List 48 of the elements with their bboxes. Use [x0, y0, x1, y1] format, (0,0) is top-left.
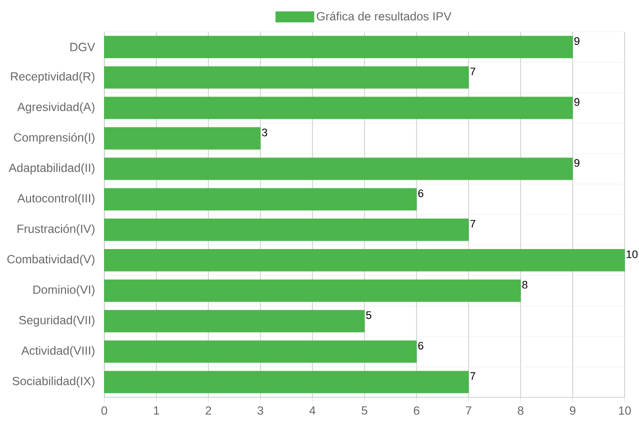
- bar: [104, 66, 469, 89]
- x-tick-label: 8: [518, 406, 524, 415]
- bar: [104, 340, 417, 363]
- data-label: 9: [574, 37, 580, 45]
- y-tick-label: Autocontrol(III): [17, 194, 94, 205]
- data-label: 7: [470, 68, 476, 76]
- x-tick-label: 2: [206, 406, 212, 415]
- y-tick-label: Receptividad(R): [11, 72, 94, 83]
- y-tick-label: Comprensión(I): [14, 132, 94, 144]
- data-label: 7: [470, 372, 476, 380]
- x-tick-label: 6: [414, 406, 420, 415]
- x-tick-label: 9: [570, 406, 576, 415]
- bar: [104, 36, 573, 58]
- data-label: 3: [262, 128, 268, 136]
- data-label: 5: [366, 311, 372, 319]
- x-tick-label: 5: [362, 406, 368, 415]
- y-tick-label: Actividad(VIII): [21, 346, 94, 358]
- x-tick-label: 7: [466, 406, 472, 415]
- bar: [104, 249, 625, 272]
- bar: [104, 96, 573, 120]
- data-label: 7: [470, 220, 476, 228]
- data-label: 6: [418, 190, 424, 198]
- bar: [104, 127, 261, 150]
- data-label: 8: [522, 280, 528, 289]
- y-tick-label: Dominio(VI): [33, 285, 94, 296]
- bar: [104, 188, 417, 210]
- x-tick-label: 3: [258, 406, 264, 415]
- y-tick-label: Sociabilidad(IX): [12, 376, 94, 388]
- y-tick-label: Adaptabilidad(II): [8, 163, 94, 174]
- legend-label: Gráfica de resultados IPV: [316, 12, 452, 20]
- bar: [104, 158, 573, 180]
- x-tick-label: 10: [619, 406, 631, 415]
- x-tick-label: 4: [309, 406, 316, 415]
- y-tick-label: Frustración(IV): [18, 224, 94, 236]
- data-label: 6: [418, 342, 424, 350]
- x-tick-label: 0: [101, 406, 108, 415]
- bar: [104, 370, 469, 394]
- bar: [104, 218, 469, 241]
- data-label: 9: [574, 159, 580, 167]
- bar: [104, 310, 365, 332]
- y-tick-label: Agresividad(A): [17, 102, 94, 114]
- data-label: 9: [574, 98, 580, 106]
- y-tick-label: Combatividad(V): [7, 254, 94, 266]
- bar: [104, 279, 521, 302]
- x-tick-label: 1: [154, 406, 160, 415]
- data-label: 10: [626, 250, 638, 258]
- y-tick-label: Seguridad(VII): [19, 316, 94, 327]
- y-tick-label: DGV: [70, 42, 96, 52]
